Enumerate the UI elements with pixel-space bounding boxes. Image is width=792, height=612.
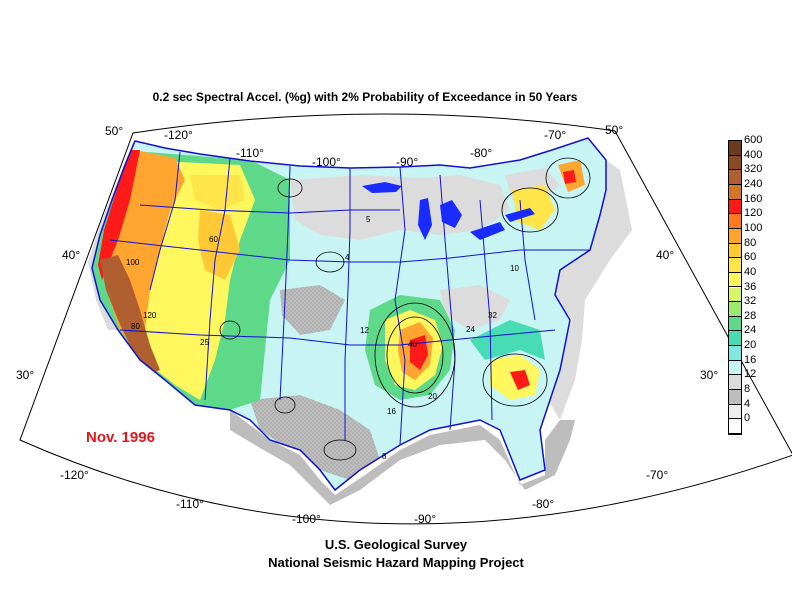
lat-label-40-right: 40° [656, 248, 675, 262]
quebec-red [563, 170, 576, 184]
legend-swatch [729, 375, 741, 391]
northeast-yellow [512, 185, 555, 230]
legend-swatch [729, 346, 741, 361]
legend-swatch [729, 155, 741, 171]
california-brown [100, 255, 160, 375]
contour-lines [219, 157, 591, 461]
date-stamp: Nov. 1996 [86, 429, 155, 446]
legend-label: 100 [744, 221, 763, 234]
lat-label-30-right: 30° [700, 368, 719, 382]
legend-swatch [729, 419, 741, 434]
appalachian-cyan [470, 320, 545, 360]
legend-label: 28 [744, 309, 757, 322]
great-plains-gray [280, 285, 345, 335]
legend-label: 600 [744, 134, 763, 146]
california-red [98, 150, 140, 280]
legend-swatch [729, 170, 741, 185]
legend-label: 20 [744, 339, 757, 352]
wasatch-orange [198, 210, 240, 280]
legend-swatch [729, 360, 741, 376]
contour-label: 10 [510, 264, 519, 273]
legend-label: 120 [744, 207, 763, 220]
legend-label: 32 [744, 295, 757, 308]
legend-label: 16 [744, 353, 757, 366]
contour-label: 120 [143, 311, 157, 320]
mid-atlantic-gray [440, 285, 510, 330]
lat-label-40-left: 40° [62, 248, 81, 262]
lon-label-minus110-top: -110° [236, 146, 264, 160]
legend-swatch [729, 331, 741, 347]
great-lakes [362, 182, 535, 240]
legend-swatch [729, 243, 741, 259]
footer-project: National Seismic Hazard Mapping Project [268, 555, 524, 570]
legend-label: 8 [744, 383, 751, 396]
contour-label: 16 [387, 407, 396, 416]
lon-label-minus110-bottom: -110° [176, 497, 204, 511]
lon-label-minus90-bottom: -90° [414, 512, 437, 526]
state-boundaries [109, 151, 590, 446]
legend-label: 160 [744, 192, 763, 205]
legend-swatch [729, 302, 741, 317]
contour-label: 20 [428, 392, 437, 401]
contour-label: 100 [126, 258, 140, 267]
legend-swatch [729, 184, 741, 200]
contour-label: 8 [382, 452, 387, 461]
legend-swatch [729, 258, 741, 273]
lat-label-30-left: 30° [16, 368, 35, 382]
legend-swatch [729, 214, 741, 229]
legend-label: 40 [744, 265, 757, 278]
usa-outline [91, 137, 607, 492]
legend-swatch [729, 390, 741, 405]
legend-label: 60 [744, 251, 757, 264]
legend-label: 240 [744, 177, 763, 190]
lat-label-50-right: 50° [605, 123, 624, 137]
contour-label: 40 [408, 340, 417, 349]
footer-agency: U.S. Geological Survey [324, 537, 468, 552]
lon-label-minus70-bottom: -70° [646, 468, 669, 482]
lon-label-minus80-bottom: -80° [532, 497, 555, 511]
legend-swatch [729, 228, 741, 244]
lon-label-minus120-bottom: -120° [60, 468, 89, 482]
legend-swatch [729, 404, 741, 420]
legend-swatch [729, 316, 741, 332]
legend-swatch [729, 199, 741, 215]
contour-label: 5 [366, 215, 371, 224]
legend-label: 12 [744, 368, 757, 381]
legend-label: 4 [744, 397, 751, 410]
lon-label-minus90-top: -90° [396, 155, 419, 169]
lon-label-minus100-top: -100° [312, 155, 341, 169]
lon-label-minus70-top: -70° [544, 128, 567, 142]
map-title: 0.2 sec Spectral Accel. (%g) with 2% Pro… [152, 90, 578, 104]
legend-swatch [729, 141, 741, 156]
contour-label: 80 [131, 322, 140, 331]
legend-label: 0 [744, 412, 751, 425]
contour-label: 32 [488, 311, 497, 320]
contour-label: 25 [200, 338, 209, 347]
lon-label-minus100-bottom: -100° [292, 512, 321, 526]
color-legend [728, 140, 742, 435]
lon-label-minus120-top: -120° [164, 128, 193, 142]
gulf-gray-band [230, 410, 575, 505]
atlantic-gray-band [548, 160, 632, 420]
contour-label: 60 [209, 235, 218, 244]
lon-label-minus80-top: -80° [470, 146, 493, 160]
contour-label: 4 [345, 253, 350, 262]
contour-label: 24 [466, 325, 475, 334]
legend-label: 320 [744, 163, 763, 176]
charleston-red [510, 370, 530, 390]
legend-label: 24 [744, 324, 757, 337]
legend-swatch [729, 287, 741, 303]
legend-label: 400 [744, 148, 763, 161]
legend-swatch [729, 272, 741, 288]
lat-label-50-left: 50° [105, 124, 124, 138]
contour-label: 12 [360, 326, 369, 335]
yellowstone-yellow [190, 175, 245, 210]
legend-label: 80 [744, 236, 757, 249]
legend-label: 36 [744, 280, 757, 293]
